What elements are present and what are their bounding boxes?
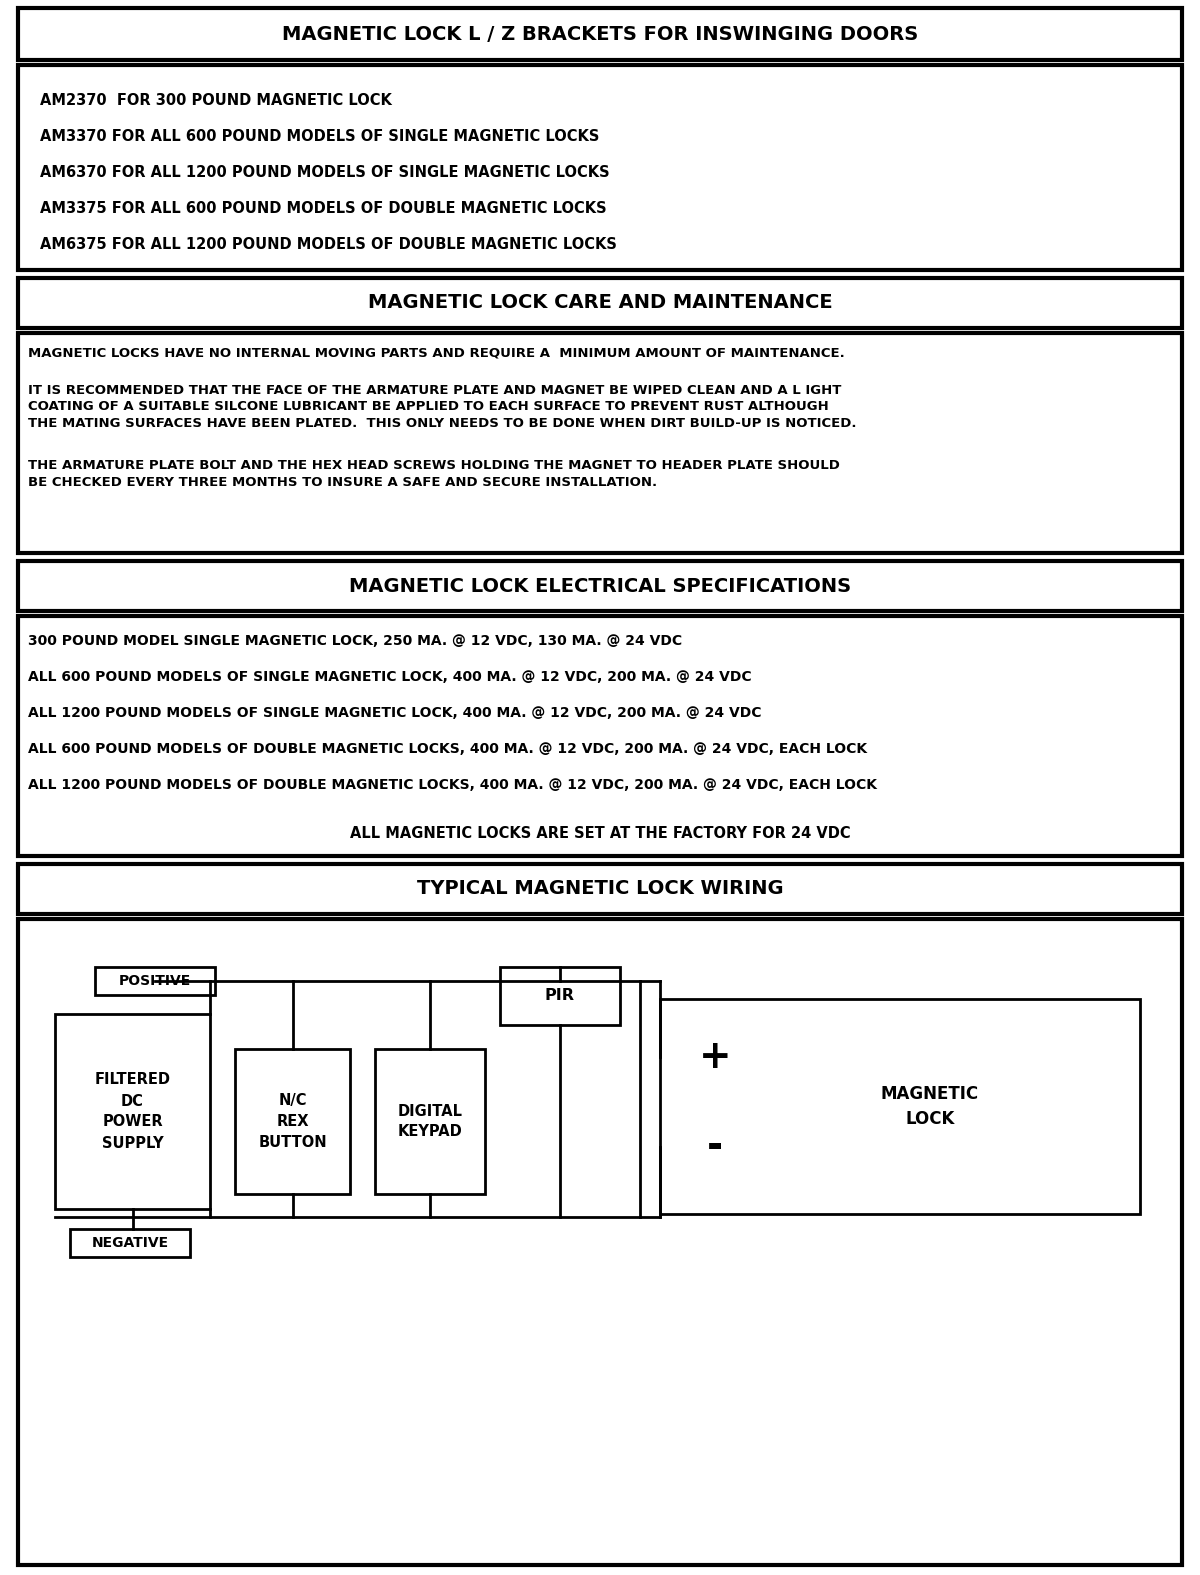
Bar xyxy=(55,1014,210,1210)
Text: MAGNETIC LOCK CARE AND MAINTENANCE: MAGNETIC LOCK CARE AND MAINTENANCE xyxy=(367,293,833,312)
Bar xyxy=(18,65,1182,269)
Text: MAGNETIC LOCK L / Z BRACKETS FOR INSWINGING DOORS: MAGNETIC LOCK L / Z BRACKETS FOR INSWING… xyxy=(282,25,918,44)
Bar xyxy=(18,616,1182,855)
Text: NEGATIVE: NEGATIVE xyxy=(91,1236,168,1251)
Text: ALL 600 POUND MODELS OF SINGLE MAGNETIC LOCK, 400 MA. @ 12 VDC, 200 MA. @ 24 VDC: ALL 600 POUND MODELS OF SINGLE MAGNETIC … xyxy=(28,669,751,684)
Text: TYPICAL MAGNETIC LOCK WIRING: TYPICAL MAGNETIC LOCK WIRING xyxy=(416,879,784,898)
Text: AM2370  FOR 300 POUND MAGNETIC LOCK: AM2370 FOR 300 POUND MAGNETIC LOCK xyxy=(40,93,392,109)
Text: MAGNETIC
LOCK: MAGNETIC LOCK xyxy=(881,1085,979,1128)
Text: IT IS RECOMMENDED THAT THE FACE OF THE ARMATURE PLATE AND MAGNET BE WIPED CLEAN : IT IS RECOMMENDED THAT THE FACE OF THE A… xyxy=(28,384,857,430)
Text: THE ARMATURE PLATE BOLT AND THE HEX HEAD SCREWS HOLDING THE MAGNET TO HEADER PLA: THE ARMATURE PLATE BOLT AND THE HEX HEAD… xyxy=(28,458,840,488)
Text: AM3370 FOR ALL 600 POUND MODELS OF SINGLE MAGNETIC LOCKS: AM3370 FOR ALL 600 POUND MODELS OF SINGL… xyxy=(40,129,599,143)
Bar xyxy=(374,1049,485,1194)
Bar xyxy=(70,1228,190,1257)
Text: +: + xyxy=(698,1038,731,1076)
Text: DIGITAL
KEYPAD: DIGITAL KEYPAD xyxy=(397,1104,462,1139)
Text: MAGNETIC LOCK ELECTRICAL SPECIFICATIONS: MAGNETIC LOCK ELECTRICAL SPECIFICATIONS xyxy=(349,576,851,595)
Text: ALL 1200 POUND MODELS OF SINGLE MAGNETIC LOCK, 400 MA. @ 12 VDC, 200 MA. @ 24 VD: ALL 1200 POUND MODELS OF SINGLE MAGNETIC… xyxy=(28,706,762,720)
Text: AM6375 FOR ALL 1200 POUND MODELS OF DOUBLE MAGNETIC LOCKS: AM6375 FOR ALL 1200 POUND MODELS OF DOUB… xyxy=(40,236,617,252)
Bar xyxy=(235,1049,350,1194)
Text: MAGNETIC LOCKS HAVE NO INTERNAL MOVING PARTS AND REQUIRE A  MINIMUM AMOUNT OF MA: MAGNETIC LOCKS HAVE NO INTERNAL MOVING P… xyxy=(28,346,845,361)
Text: ALL 600 POUND MODELS OF DOUBLE MAGNETIC LOCKS, 400 MA. @ 12 VDC, 200 MA. @ 24 VD: ALL 600 POUND MODELS OF DOUBLE MAGNETIC … xyxy=(28,742,868,756)
Bar xyxy=(95,967,215,995)
Bar xyxy=(18,918,1182,1566)
Bar xyxy=(18,865,1182,913)
Bar xyxy=(660,999,1140,1214)
Bar xyxy=(18,8,1182,60)
Text: 300 POUND MODEL SINGLE MAGNETIC LOCK, 250 MA. @ 12 VDC, 130 MA. @ 24 VDC: 300 POUND MODEL SINGLE MAGNETIC LOCK, 25… xyxy=(28,635,682,647)
Text: ALL MAGNETIC LOCKS ARE SET AT THE FACTORY FOR 24 VDC: ALL MAGNETIC LOCKS ARE SET AT THE FACTOR… xyxy=(349,827,851,841)
Text: ALL 1200 POUND MODELS OF DOUBLE MAGNETIC LOCKS, 400 MA. @ 12 VDC, 200 MA. @ 24 V: ALL 1200 POUND MODELS OF DOUBLE MAGNETIC… xyxy=(28,778,877,792)
Text: FILTERED
DC
POWER
SUPPLY: FILTERED DC POWER SUPPLY xyxy=(95,1073,170,1150)
Text: POSITIVE: POSITIVE xyxy=(119,973,191,988)
Text: AM3375 FOR ALL 600 POUND MODELS OF DOUBLE MAGNETIC LOCKS: AM3375 FOR ALL 600 POUND MODELS OF DOUBL… xyxy=(40,202,607,216)
Bar xyxy=(500,967,620,1025)
Text: N/C
REX
BUTTON: N/C REX BUTTON xyxy=(258,1093,326,1150)
Bar xyxy=(18,561,1182,611)
Bar xyxy=(18,332,1182,553)
Bar xyxy=(18,279,1182,328)
Text: -: - xyxy=(707,1128,724,1166)
Text: PIR: PIR xyxy=(545,989,575,1003)
Text: AM6370 FOR ALL 1200 POUND MODELS OF SINGLE MAGNETIC LOCKS: AM6370 FOR ALL 1200 POUND MODELS OF SING… xyxy=(40,165,610,180)
